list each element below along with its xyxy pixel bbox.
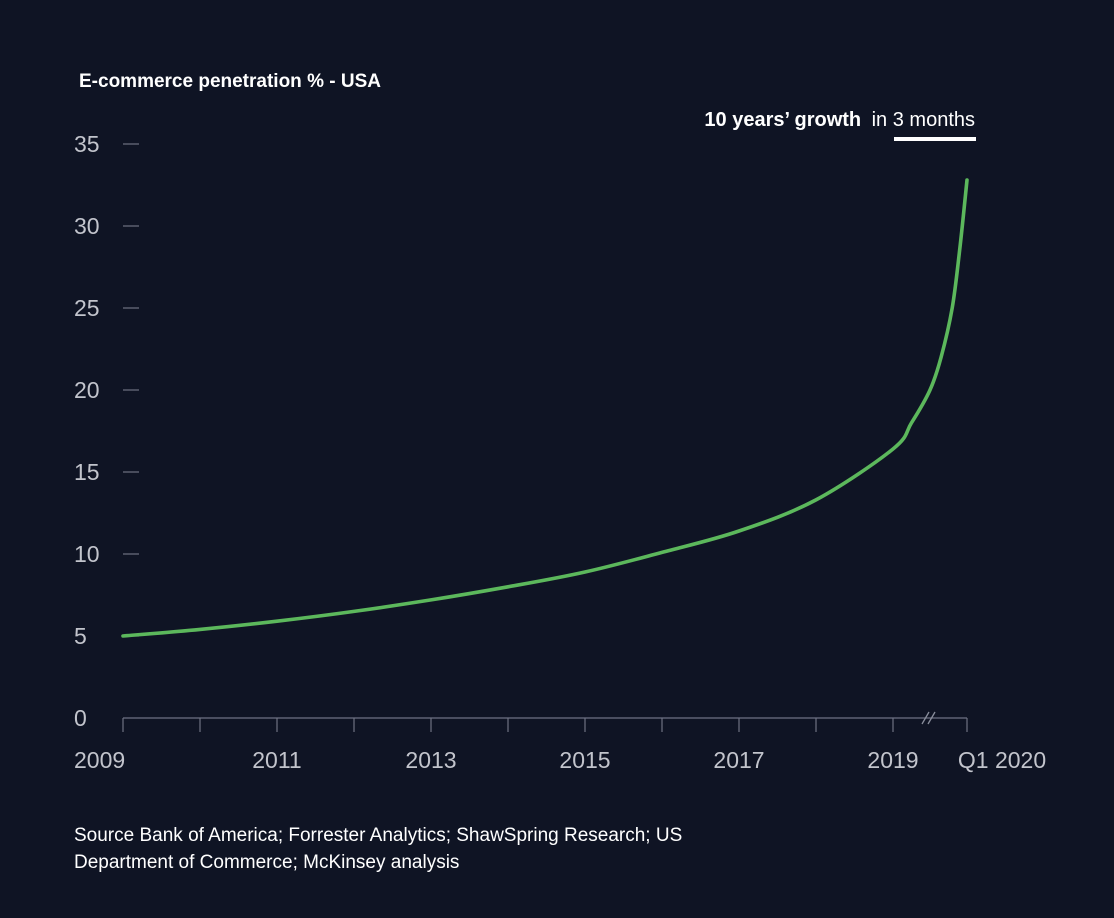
x-tick-label: Q1 2020 [958, 747, 1046, 773]
y-tick-label: 15 [74, 459, 100, 485]
axis-break-mark [927, 711, 936, 725]
x-tick-label: 2017 [713, 747, 764, 773]
annotation-text: 10 years’ growth in 3 months [704, 109, 975, 131]
x-tick-label: 2019 [867, 747, 918, 773]
source-note: Source Bank of America; Forrester Analyt… [74, 825, 683, 873]
series-line [121, 178, 969, 638]
y-tick-label: 5 [74, 623, 87, 649]
chart-title: E-commerce penetration % - USA [79, 71, 381, 92]
annotation-bold: 10 years’ growth [704, 109, 861, 131]
y-tick-label: 10 [74, 541, 100, 567]
x-tick-label: 2009 [74, 747, 125, 773]
axis-break-mark [921, 711, 930, 725]
y-tick-label: 20 [74, 377, 100, 403]
annotation-normal: in 3 months [872, 109, 975, 131]
series-layer [121, 178, 969, 638]
y-axis: 0 5 10 15 20 25 30 35 [74, 131, 139, 731]
y-tick-label: 35 [74, 131, 100, 157]
annotation-underline [894, 137, 976, 141]
x-tick-label: 2013 [405, 747, 456, 773]
x-tick-label: 2011 [252, 747, 301, 773]
y-tick-label: 25 [74, 295, 100, 321]
y-tick-label: 0 [74, 705, 87, 731]
x-axis: 2009 2011 2013 2015 2017 2019 Q1 2020 [74, 711, 1046, 773]
y-tick-label: 30 [74, 213, 100, 239]
x-tick-label: 2015 [559, 747, 610, 773]
chart-svg: E-commerce penetration % - USA 10 years’… [74, 71, 1046, 773]
